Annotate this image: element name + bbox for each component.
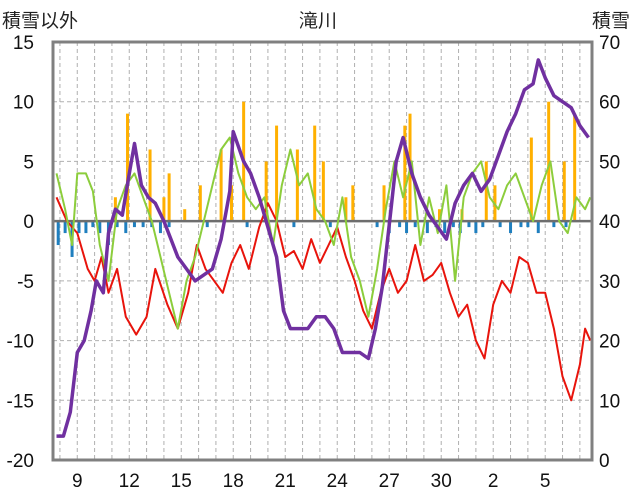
- left-tick-label: -5: [17, 272, 34, 293]
- bar-orange: [547, 101, 551, 222]
- bar-blue: [481, 221, 485, 228]
- x-tick-label: 24: [327, 471, 349, 492]
- left-tick-label: 15: [13, 33, 34, 54]
- bar-orange: [264, 161, 268, 222]
- bar-blue: [158, 221, 162, 234]
- bar-orange: [529, 137, 533, 222]
- bar-blue: [375, 221, 379, 228]
- bar-orange: [351, 185, 355, 222]
- left-tick-label: 5: [23, 152, 34, 173]
- bar-orange: [162, 197, 166, 222]
- x-tick-label: 9: [72, 471, 83, 492]
- right-tick-label: 10: [599, 391, 620, 412]
- bar-orange: [403, 125, 407, 222]
- bar-blue: [474, 221, 478, 234]
- left-tick-label: -15: [7, 391, 34, 412]
- bar-orange: [344, 197, 348, 222]
- x-tick-label: 21: [275, 471, 296, 492]
- series-line-green: [55, 136, 592, 330]
- bar-blue: [467, 221, 471, 228]
- bar-blue: [132, 221, 136, 228]
- bar-orange: [573, 113, 577, 222]
- right-axis-label: 積雪: [592, 10, 630, 32]
- right-tick-label: 70: [599, 33, 620, 54]
- right-tick-label: 30: [599, 272, 620, 293]
- bar-blue: [292, 221, 296, 228]
- left-tick-label: -10: [7, 332, 34, 353]
- right-tick-label: 60: [599, 93, 620, 114]
- right-tick-label: 40: [599, 212, 620, 233]
- bar-blue: [245, 221, 249, 228]
- bar-blue: [405, 221, 409, 234]
- series-line-purple: [56, 58, 590, 438]
- bar-blue: [398, 221, 402, 228]
- bar-blue: [443, 221, 447, 234]
- gridlines: [53, 42, 592, 460]
- bar-blue: [552, 221, 556, 228]
- bar-orange: [321, 161, 325, 222]
- left-tick-label: 0: [23, 212, 34, 233]
- left-axis-label: 積雪以外: [2, 10, 78, 32]
- x-tick-label: 30: [431, 471, 452, 492]
- plot-frame: [51, 40, 594, 462]
- bar-blue: [56, 221, 60, 246]
- bar-orange: [198, 185, 202, 222]
- left-tick-label: -20: [7, 451, 34, 472]
- bar-orange: [484, 161, 488, 222]
- bar-orange: [167, 173, 171, 222]
- bar-orange: [295, 149, 299, 222]
- right-tick-label: 50: [599, 152, 620, 173]
- bar-blue: [413, 221, 417, 228]
- series-lines: [55, 58, 592, 438]
- x-tick-label: 12: [119, 471, 140, 492]
- bars: [56, 101, 577, 257]
- x-tick-label: 2: [488, 471, 499, 492]
- bar-blue: [141, 221, 145, 228]
- bar-orange: [437, 209, 441, 222]
- x-tick-label: 27: [379, 471, 400, 492]
- bar-blue: [98, 221, 102, 234]
- bar-blue: [115, 221, 119, 228]
- bar-blue: [526, 221, 530, 228]
- bar-orange: [230, 185, 234, 222]
- bar-blue: [63, 221, 67, 234]
- bar-blue: [564, 221, 568, 228]
- bar-blue: [91, 221, 95, 228]
- bar-blue: [167, 221, 171, 228]
- bar-orange: [313, 125, 317, 222]
- chart-title: 滝川: [299, 10, 337, 32]
- bar-orange: [275, 125, 279, 222]
- bar-blue: [205, 221, 209, 228]
- bar-blue: [451, 221, 455, 228]
- bar-orange: [562, 161, 566, 222]
- bar-blue: [509, 221, 513, 234]
- bar-orange: [126, 113, 130, 222]
- bar-orange: [219, 149, 223, 222]
- bar-blue: [498, 221, 502, 228]
- x-tick-label: 18: [223, 471, 244, 492]
- bar-blue: [536, 221, 540, 234]
- bar-orange: [183, 209, 187, 222]
- bar-orange: [382, 185, 386, 222]
- bar-blue: [328, 221, 332, 228]
- bar-blue: [425, 221, 429, 234]
- bar-blue: [519, 221, 523, 228]
- bar-blue: [77, 221, 81, 234]
- bar-orange: [148, 149, 152, 222]
- right-tick-label: 0: [599, 451, 610, 472]
- left-tick-label: 10: [13, 93, 34, 114]
- bar-blue: [84, 221, 88, 234]
- x-tick-label: 5: [540, 471, 551, 492]
- series-line-red: [55, 196, 592, 402]
- bar-blue: [124, 221, 128, 234]
- x-tick-label: 15: [171, 471, 192, 492]
- plot-border: [51, 40, 594, 462]
- right-tick-label: 20: [599, 332, 620, 353]
